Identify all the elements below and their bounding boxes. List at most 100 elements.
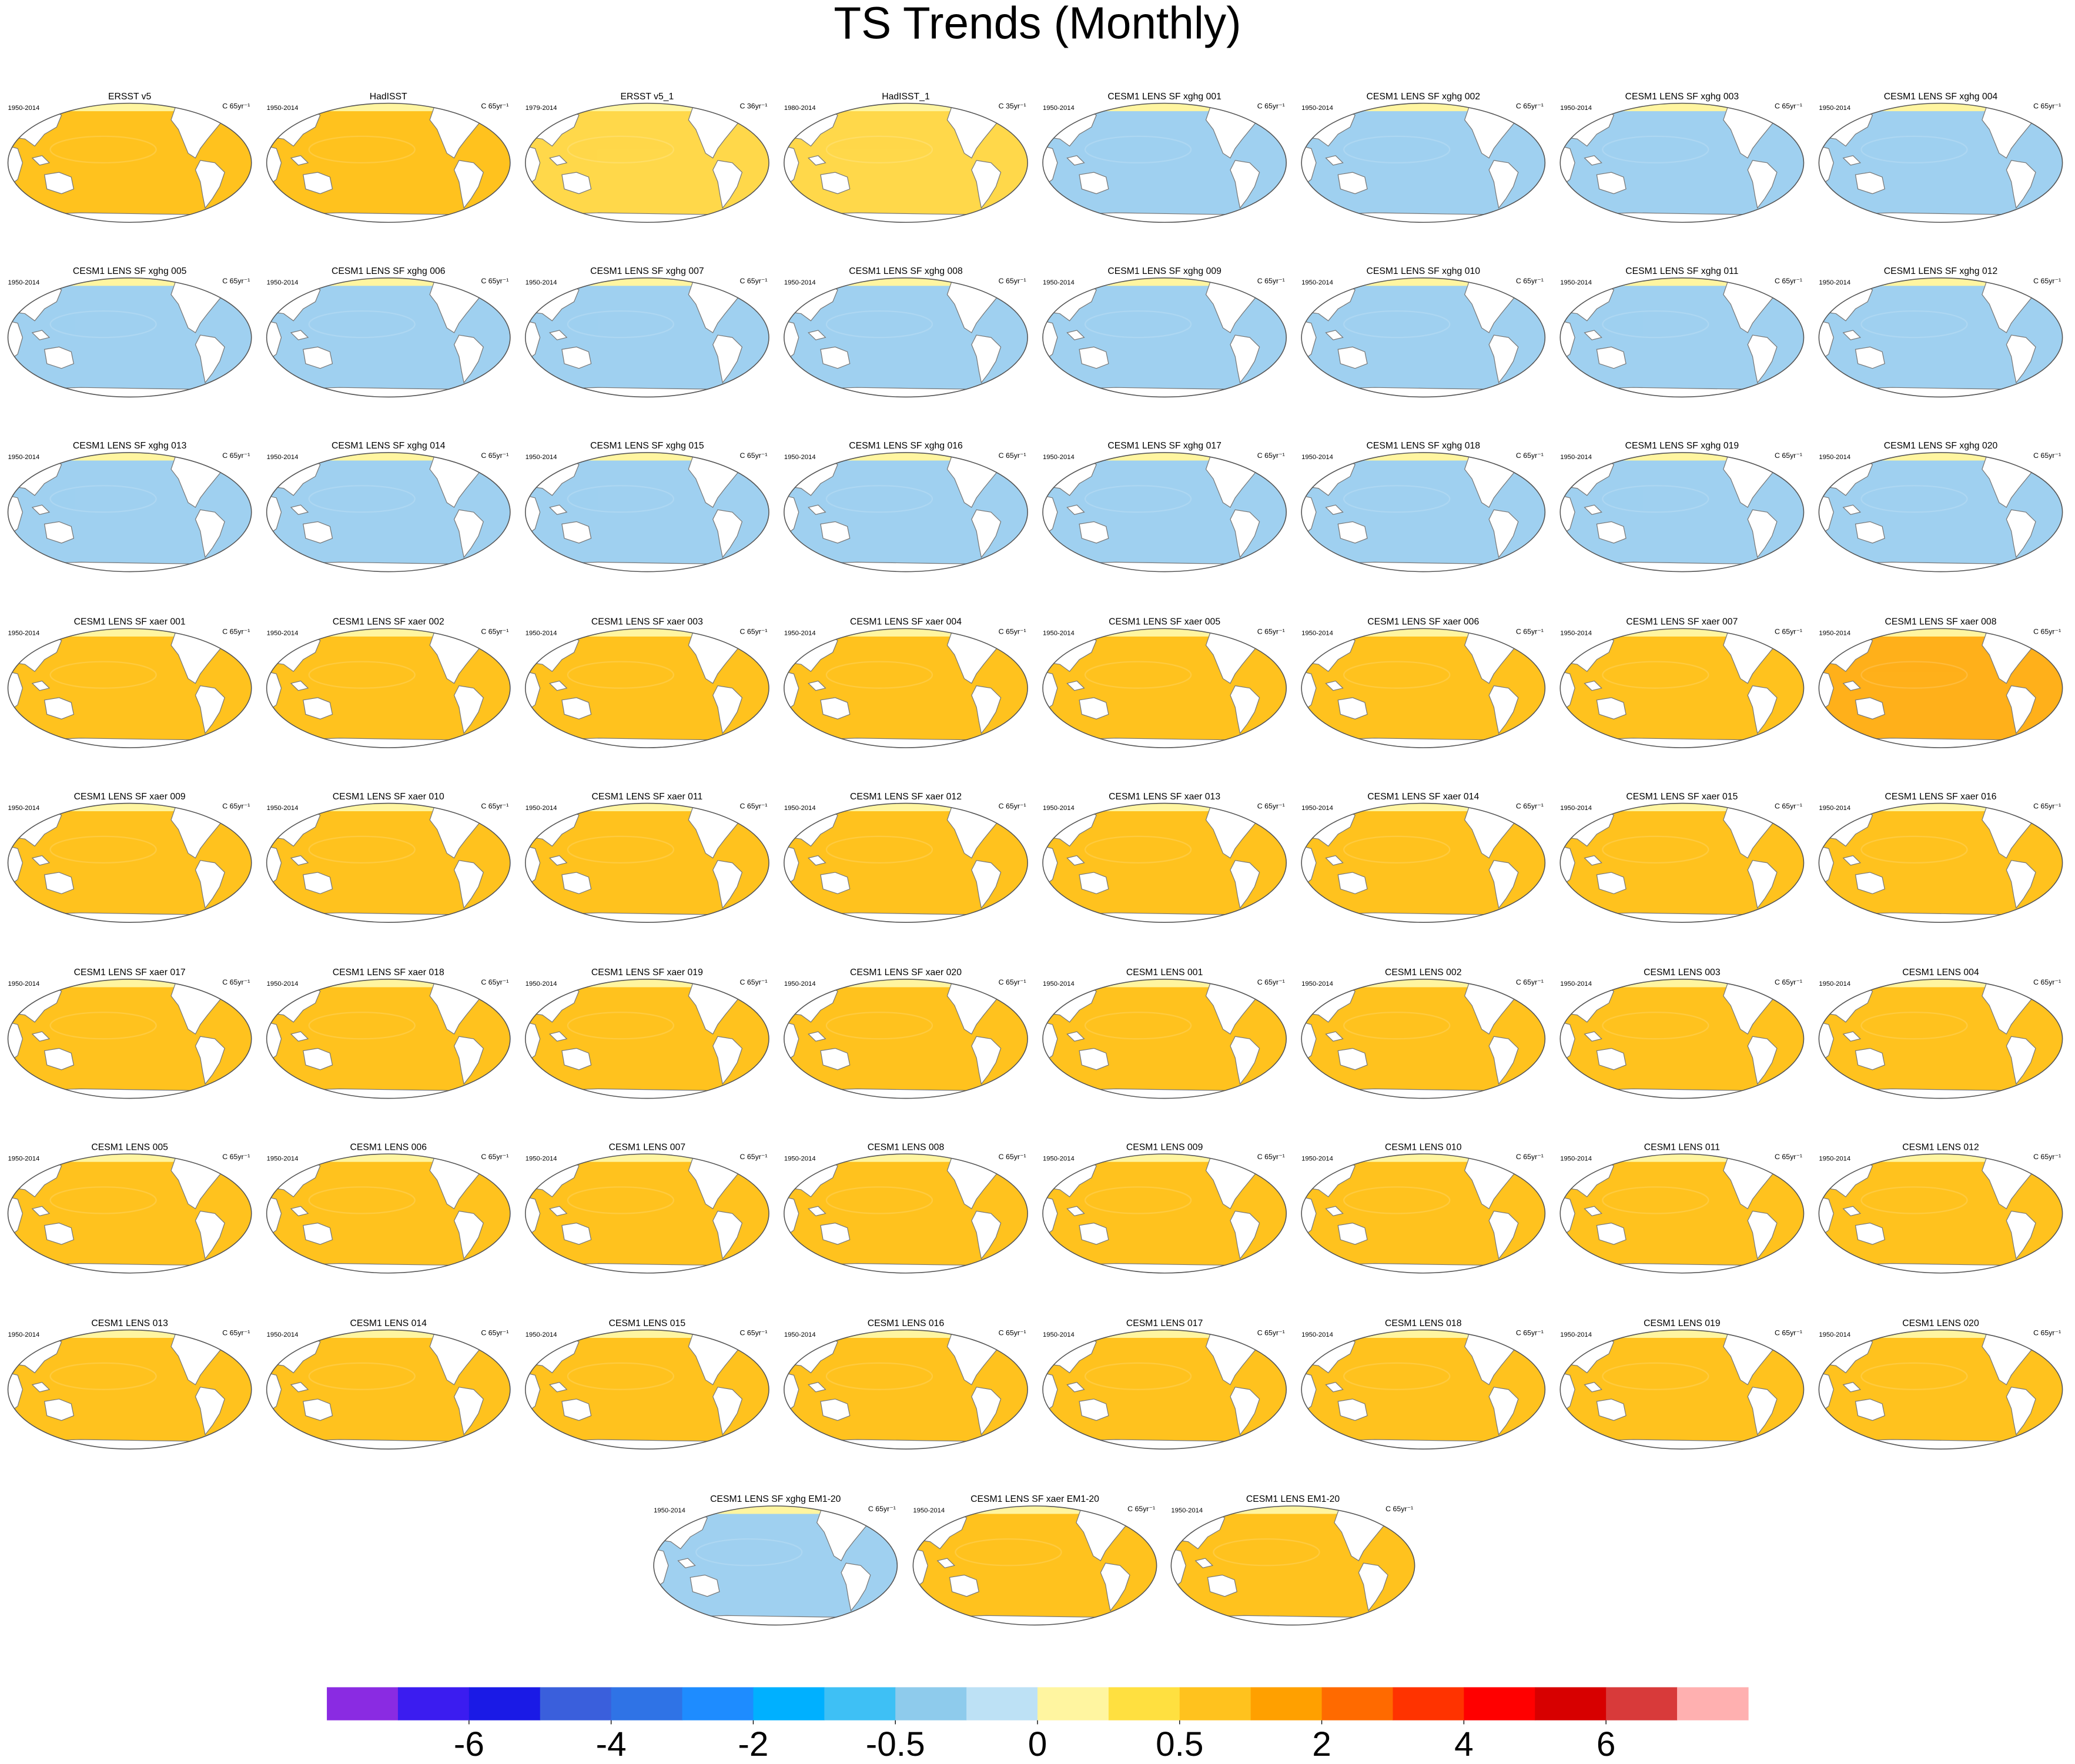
map-outline bbox=[7, 628, 252, 748]
map-field bbox=[8, 1330, 252, 1450]
panel-period: 1950-2014 bbox=[1301, 1331, 1333, 1338]
map-panel bbox=[1042, 1153, 1287, 1274]
map-outline bbox=[7, 802, 252, 923]
map-field bbox=[266, 277, 510, 397]
panel-period: 1950-2014 bbox=[1043, 105, 1075, 112]
panel-units: C 65yr⁻¹ bbox=[1775, 451, 1802, 460]
panel-units: C 65yr⁻¹ bbox=[999, 978, 1026, 986]
polar-band bbox=[1560, 1330, 1804, 1338]
map-field bbox=[8, 103, 252, 223]
panel-period: 1950-2014 bbox=[1043, 1331, 1075, 1338]
map-pattern bbox=[825, 661, 933, 689]
map-pattern bbox=[1084, 1012, 1192, 1040]
colorbar-label: 0.5 bbox=[1156, 1725, 1203, 1763]
panel-units: C 65yr⁻¹ bbox=[1385, 1505, 1413, 1513]
map-pattern bbox=[1084, 1362, 1192, 1390]
polar-band bbox=[1043, 628, 1287, 637]
map-outline bbox=[266, 452, 511, 573]
polar-band bbox=[1301, 803, 1545, 812]
map-panel bbox=[1559, 1153, 1805, 1274]
map-panel bbox=[7, 628, 252, 748]
map-pattern bbox=[1602, 661, 1709, 689]
colorbar-box bbox=[1677, 1687, 1749, 1721]
panel-units: C 36yr⁻¹ bbox=[739, 102, 767, 111]
map-outline bbox=[1042, 979, 1287, 1099]
polar-band bbox=[525, 277, 769, 286]
map-pattern bbox=[1343, 1186, 1451, 1214]
panel-title: CESM1 LENS SF xaer 002 bbox=[333, 617, 444, 627]
map-outline bbox=[1818, 802, 2063, 923]
map-outline bbox=[524, 102, 769, 223]
map-pattern bbox=[308, 485, 416, 513]
map-field bbox=[1819, 1330, 2063, 1450]
panel-period: 1950-2014 bbox=[784, 805, 816, 812]
panel-title: CESM1 LENS SF xghg 006 bbox=[332, 266, 446, 276]
panel-period: 1950-2014 bbox=[8, 454, 40, 461]
map-outline bbox=[1559, 628, 1805, 748]
map-panel bbox=[1559, 628, 1805, 748]
colorbar-box bbox=[1606, 1687, 1678, 1721]
map-pattern bbox=[1860, 661, 1968, 689]
panel-units: C 65yr⁻¹ bbox=[1257, 451, 1285, 460]
polar-band bbox=[525, 452, 769, 461]
map-field bbox=[266, 979, 510, 1099]
map-field bbox=[525, 628, 769, 748]
panel-period: 1950-2014 bbox=[1560, 1155, 1592, 1162]
panel-title: CESM1 LENS 014 bbox=[350, 1318, 427, 1328]
panel-units: C 65yr⁻¹ bbox=[481, 102, 508, 111]
panel-units: C 65yr⁻¹ bbox=[1516, 102, 1544, 111]
map-outline bbox=[1559, 277, 1805, 398]
map-pattern bbox=[567, 1186, 675, 1214]
map-field bbox=[1301, 1154, 1545, 1273]
map-pattern bbox=[567, 485, 675, 513]
polar-band bbox=[525, 979, 769, 988]
map-outline bbox=[266, 628, 511, 748]
map-pattern bbox=[695, 1538, 803, 1566]
panel-period: 1950-2014 bbox=[1560, 1331, 1592, 1338]
map-panel bbox=[912, 1505, 1157, 1626]
panel-period: 1950-2014 bbox=[1819, 980, 1850, 988]
map-outline bbox=[1042, 628, 1287, 748]
map-field bbox=[266, 1330, 510, 1450]
map-panel bbox=[1301, 277, 1546, 398]
map-field bbox=[784, 103, 1028, 223]
panel-units: C 65yr⁻¹ bbox=[868, 1505, 896, 1513]
map-panel bbox=[524, 1329, 769, 1450]
map-outline bbox=[1301, 1153, 1546, 1274]
panel-title: CESM1 LENS SF xghg 019 bbox=[1625, 441, 1739, 451]
panel-period: 1950-2014 bbox=[267, 630, 299, 637]
panel-period: 1950-2014 bbox=[1043, 279, 1075, 286]
panel-units: C 65yr⁻¹ bbox=[1257, 802, 1285, 811]
map-outline bbox=[784, 452, 1028, 573]
panel-period: 1950-2014 bbox=[267, 980, 299, 988]
panel-units: C 65yr⁻¹ bbox=[1775, 1153, 1802, 1161]
map-panel bbox=[1301, 979, 1546, 1099]
map-field bbox=[266, 803, 510, 923]
polar-band bbox=[1301, 1154, 1545, 1162]
map-panel bbox=[266, 628, 511, 748]
map-panel bbox=[1818, 1153, 2063, 1274]
map-panel bbox=[7, 277, 252, 398]
map-field bbox=[8, 803, 252, 923]
map-panel bbox=[1559, 1329, 1805, 1450]
polar-band bbox=[266, 277, 510, 286]
map-pattern bbox=[49, 1012, 157, 1040]
panel-title: CESM1 LENS SF xaer 008 bbox=[1885, 617, 1997, 627]
map-outline bbox=[1301, 628, 1546, 748]
panel-units: C 65yr⁻¹ bbox=[222, 802, 250, 811]
polar-band bbox=[784, 628, 1028, 637]
polar-band bbox=[266, 979, 510, 988]
panel-title: CESM1 LENS SF xghg 007 bbox=[590, 266, 704, 276]
map-pattern bbox=[825, 135, 933, 164]
map-pattern bbox=[49, 485, 157, 513]
panel-units: C 65yr⁻¹ bbox=[481, 1153, 508, 1161]
map-pattern bbox=[1602, 1186, 1709, 1214]
colorbar-box bbox=[397, 1687, 470, 1721]
polar-band bbox=[1301, 103, 1545, 112]
panel-period: 1950-2014 bbox=[1171, 1507, 1203, 1514]
polar-band bbox=[784, 103, 1028, 112]
map-outline bbox=[1559, 1153, 1805, 1274]
map-field bbox=[654, 1505, 898, 1625]
panel-period: 1950-2014 bbox=[1043, 805, 1075, 812]
